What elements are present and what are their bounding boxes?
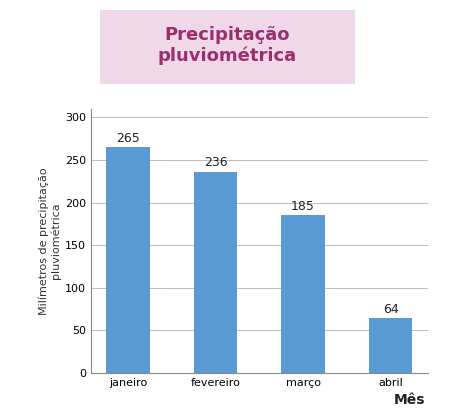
Text: Precipitação
pluviométrica: Precipitação pluviométrica (158, 26, 297, 65)
FancyBboxPatch shape (85, 6, 370, 88)
Bar (369, 318, 412, 373)
Text: 236: 236 (204, 156, 228, 169)
Bar (106, 147, 150, 373)
Text: Mês: Mês (394, 393, 425, 407)
Bar (281, 215, 325, 373)
Y-axis label: Milímetros de precipitação
pluviométrica: Milímetros de precipitação pluviométrica (38, 167, 61, 315)
Text: 265: 265 (116, 132, 140, 145)
Bar (194, 172, 238, 373)
Text: 185: 185 (291, 200, 315, 213)
Text: 64: 64 (383, 303, 399, 316)
